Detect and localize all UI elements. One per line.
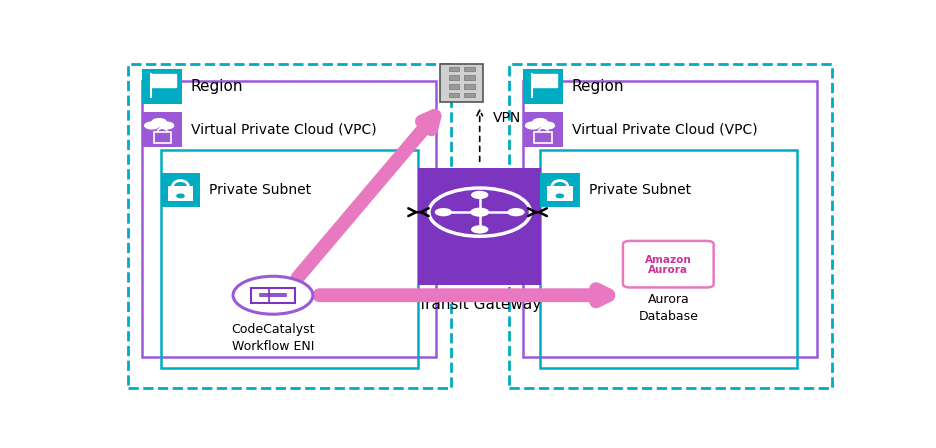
Bar [142,69,183,104]
Bar [440,64,483,102]
Bar [540,151,797,368]
Polygon shape [532,74,557,86]
Bar [448,76,459,80]
Bar [547,186,573,201]
Bar [464,93,475,97]
Bar [464,76,475,80]
Bar [168,186,193,201]
Bar [161,151,418,368]
Circle shape [177,194,184,198]
Circle shape [470,207,490,217]
Circle shape [434,208,452,216]
Bar [448,84,459,89]
Text: Aurora
Database: Aurora Database [638,293,698,323]
Text: VPN: VPN [492,111,521,125]
Circle shape [556,194,563,198]
Bar [523,112,563,147]
Bar [251,288,295,303]
Text: Aurora: Aurora [649,265,688,276]
Circle shape [152,119,167,125]
Bar [142,82,436,358]
Text: Region: Region [191,79,243,94]
Bar [142,112,183,147]
Bar [154,133,171,143]
Text: Private Subnet: Private Subnet [589,183,691,197]
Bar [464,84,475,89]
Circle shape [471,191,489,199]
Text: Private Subnet: Private Subnet [209,183,312,197]
Circle shape [145,122,159,129]
Bar [509,64,831,388]
Text: CodeCatalyst
Workflow ENI: CodeCatalyst Workflow ENI [231,323,314,353]
Polygon shape [151,74,177,86]
Circle shape [471,225,489,233]
Bar [534,133,552,143]
Bar [523,69,563,104]
Text: Transit Gateway: Transit Gateway [418,297,541,312]
Text: Virtual Private Cloud (VPC): Virtual Private Cloud (VPC) [572,123,757,137]
Circle shape [159,122,173,129]
Bar [540,173,579,207]
Circle shape [507,208,525,216]
FancyBboxPatch shape [623,241,713,288]
Text: Virtual Private Cloud (VPC): Virtual Private Cloud (VPC) [191,123,376,137]
Bar [448,93,459,97]
Bar [448,67,459,71]
Bar [161,173,200,207]
Bar [464,67,475,71]
Circle shape [233,276,313,314]
Circle shape [533,119,548,125]
Bar [523,82,817,358]
Bar [128,64,451,388]
Text: Amazon: Amazon [645,255,692,265]
Circle shape [525,122,540,129]
Text: Region: Region [572,79,624,94]
Bar [418,168,541,285]
Circle shape [540,122,554,129]
